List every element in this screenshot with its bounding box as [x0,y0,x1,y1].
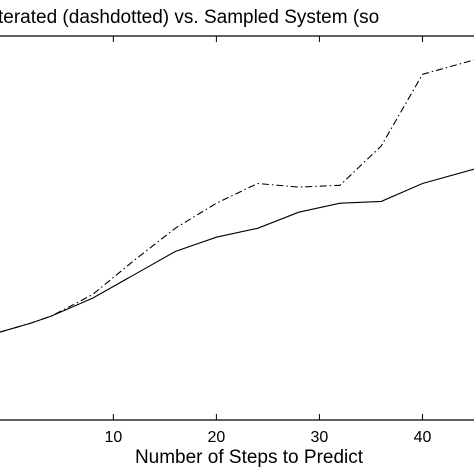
chart-title: terated (dashdotted) vs. Sampled System … [0,7,379,28]
x-tick-label: 40 [414,429,432,446]
series-line-dashdot [0,59,474,333]
x-tick-label: 10 [104,429,122,446]
x-tick-label: 30 [311,429,329,446]
x-tick-label: 20 [207,429,225,446]
plot-area: 10 20 30 40 [0,35,474,446]
x-axis-label: Number of Steps to Predict [135,447,364,468]
